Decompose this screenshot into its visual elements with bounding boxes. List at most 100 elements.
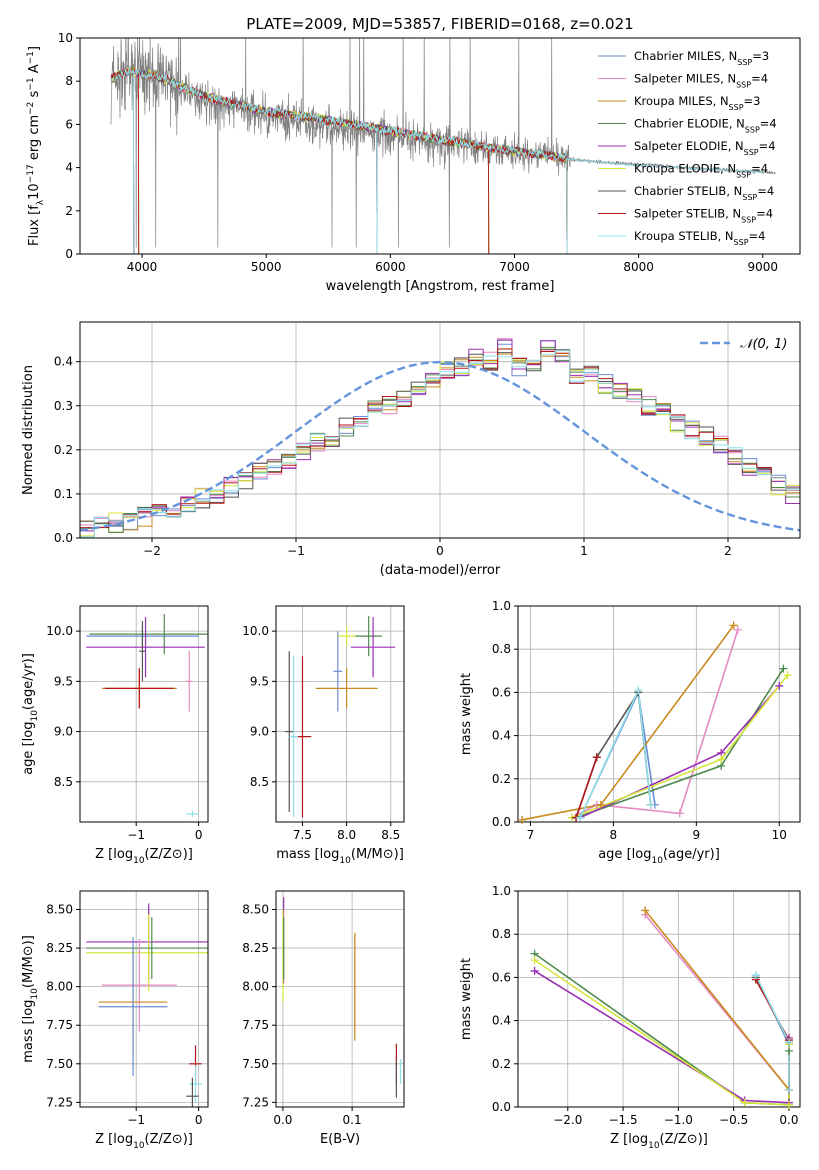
x-tick-label: 0 bbox=[195, 828, 203, 842]
label-part: (M/M⊙)] bbox=[351, 847, 404, 862]
y-tick-label: 0.8 bbox=[492, 642, 511, 656]
residual-histogram bbox=[80, 350, 800, 538]
chart-spectrum: 4000 5000 6000 7000 8000 9000 0 2 4 6 8 10 wavelengt… bbox=[26, 31, 801, 294]
mass-weight-line bbox=[571, 629, 739, 819]
plot-area-age-vs-mass bbox=[284, 616, 396, 817]
x-tick-label: 7 bbox=[527, 828, 535, 842]
y-tick-label: 9.5 bbox=[250, 674, 269, 688]
y-tick-label: 7.75 bbox=[46, 1018, 73, 1032]
axes-frame bbox=[517, 605, 801, 823]
x-tick-label: −1.5 bbox=[608, 1113, 637, 1127]
x-tick-label: 8.0 bbox=[337, 828, 356, 842]
y-tick-label: 0.0 bbox=[492, 1100, 511, 1114]
gaussian-curve bbox=[80, 360, 800, 532]
y-tick-label: 0.6 bbox=[492, 685, 511, 699]
residual-histogram bbox=[80, 340, 800, 538]
mass-weight-marker bbox=[576, 813, 585, 822]
y-tick-label: 0.4 bbox=[54, 355, 73, 369]
x-tick-label: 0.1 bbox=[343, 1113, 362, 1127]
legend-label: Chabrier STELIB, NSSP=4 bbox=[634, 184, 774, 202]
y-tick-label: 2 bbox=[65, 204, 73, 218]
y-tick-label: 8.25 bbox=[46, 941, 73, 955]
x-tick-label: 0 bbox=[436, 544, 444, 558]
mass-weight-line bbox=[534, 959, 790, 1106]
mass-weight-marker bbox=[733, 625, 742, 634]
y-tick-label: 7.25 bbox=[46, 1095, 73, 1109]
y-tick-label: 9.5 bbox=[54, 674, 73, 688]
x-axis-label: Z [log10(Z/Z⊙)] bbox=[610, 1132, 708, 1151]
mass-weight-marker bbox=[779, 664, 788, 673]
x-tick-label: −1 bbox=[127, 828, 145, 842]
y-tick-label: 8.00 bbox=[46, 980, 73, 994]
chart-mass-weight-vs-z: −2.0 −1.5 −1.0 −0.5 0.0 0.0 0.2 0.4 0.6 0.8 1.0 Z [… bbox=[459, 884, 801, 1151]
legend-count: =4 bbox=[751, 72, 768, 86]
label-part: λ bbox=[36, 199, 46, 205]
x-tick-label: 4000 bbox=[127, 260, 158, 274]
x-tick-label: 0.0 bbox=[273, 1113, 292, 1127]
label-subscript: 10 bbox=[133, 856, 145, 866]
mass-weight-line bbox=[534, 952, 790, 1106]
y-tick-label: 8.50 bbox=[46, 903, 73, 917]
y-tick-label: 1.0 bbox=[492, 884, 511, 898]
legend-label: Salpeter STELIB, NSSP=4 bbox=[634, 207, 773, 225]
x-tick-label: 8000 bbox=[623, 260, 654, 274]
y-tick-label: 8.25 bbox=[242, 941, 269, 955]
y-axis-label: Flux [fλ10−17 erg cm−2 s−1 A−1] bbox=[26, 46, 46, 246]
label-part: (Z/Z⊙)] bbox=[660, 1132, 708, 1147]
plot-area-mass-vs-z bbox=[86, 903, 208, 1107]
y-axis-label: mass weight bbox=[459, 673, 474, 755]
mass-weight-line bbox=[579, 687, 652, 819]
label-part: wavelength [Angstrom, rest frame] bbox=[326, 279, 555, 294]
y-axis-label: mass [log10(M/M⊙)] bbox=[21, 935, 40, 1063]
x-tick-label: −0.5 bbox=[719, 1113, 748, 1127]
mass-weight-marker bbox=[784, 1085, 793, 1094]
x-tick-label: 0.0 bbox=[779, 1113, 798, 1127]
mass-weight-line bbox=[755, 974, 790, 1090]
y-tick-label: 0.2 bbox=[492, 772, 511, 786]
y-tick-label: 8.50 bbox=[242, 903, 269, 917]
y-tick-label: 10.0 bbox=[46, 624, 73, 638]
y-tick-label: 10.0 bbox=[242, 624, 269, 638]
label-part: mass [ bbox=[276, 847, 319, 862]
legend-count: =4 bbox=[760, 117, 777, 131]
label-part: (data-model)/error bbox=[380, 563, 501, 578]
y-tick-label: 7.50 bbox=[46, 1057, 73, 1071]
y-tick-label: 9.0 bbox=[250, 725, 269, 739]
label-part: erg cm bbox=[27, 115, 42, 164]
legend-label: Kroupa MILES, NSSP=3 bbox=[634, 94, 760, 112]
mass-weight-marker bbox=[596, 800, 605, 809]
label-part: Normed distribution bbox=[21, 365, 36, 495]
figure-title: PLATE=2009, MJD=53857, FIBERID=0168, z=0… bbox=[246, 15, 633, 33]
legend-label: Chabrier MILES, NSSP=3 bbox=[634, 49, 769, 67]
x-axis-label: mass [log10(M/M⊙)] bbox=[276, 847, 404, 866]
legend-label: Salpeter ELODIE, NSSP=4 bbox=[634, 139, 776, 157]
label-part: log bbox=[628, 1132, 648, 1147]
mass-weight-line bbox=[644, 909, 790, 1105]
x-tick-label: 10 bbox=[772, 828, 787, 842]
mass-weight-marker bbox=[784, 1100, 793, 1109]
y-axis-label: mass weight bbox=[459, 958, 474, 1040]
y-tick-label: 0.0 bbox=[492, 815, 511, 829]
legend-subscript: SSP bbox=[745, 125, 760, 134]
y-tick-label: 0.0 bbox=[54, 531, 73, 545]
y-tick-label: 0.4 bbox=[492, 729, 511, 743]
x-tick-label: 6000 bbox=[375, 260, 406, 274]
legend-label: 𝒩(0, 1) bbox=[740, 337, 787, 352]
label-part: (M/M⊙)] bbox=[21, 935, 36, 988]
model-spectrum bbox=[110, 66, 567, 162]
chart-mass-vs-ebv: 0.0 0.1 7.25 7.50 7.75 8.00 8.25 8.50 E(B-V) bbox=[242, 890, 405, 1147]
legend-subscript: SSP bbox=[736, 80, 751, 89]
mass-weight-marker bbox=[641, 906, 650, 915]
label-part: E(B-V) bbox=[320, 1132, 360, 1147]
chart-age-vs-mass: 7.5 8.0 8.5 8.5 9.0 9.5 10.0 mass [log10(M/M⊙)] bbox=[242, 605, 405, 866]
x-tick-label: 9000 bbox=[747, 260, 778, 274]
mass-weight-marker bbox=[784, 1038, 793, 1047]
label-part: ] bbox=[27, 46, 42, 51]
mass-weight-marker bbox=[751, 971, 760, 980]
plot-area-mass-vs-ebv bbox=[282, 897, 402, 1098]
axes-frame bbox=[79, 605, 209, 823]
mass-weight-marker bbox=[675, 809, 684, 818]
y-tick-label: 1.0 bbox=[492, 599, 511, 613]
